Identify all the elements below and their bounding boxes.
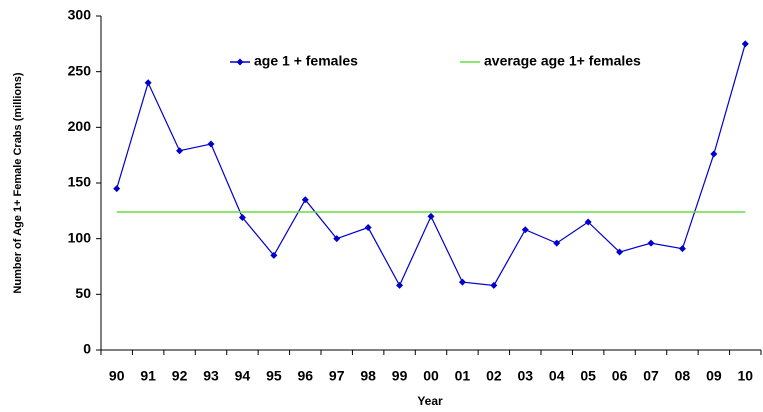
y-tick-label: 150 [68,174,92,190]
y-tick-label: 0 [83,341,91,357]
legend-marker [236,58,244,66]
y-tick-label: 200 [68,118,92,134]
data-point [207,140,215,148]
y-tick-label: 300 [68,7,92,23]
data-point [396,281,404,289]
data-point [458,278,466,286]
x-tick-label: 95 [266,368,282,384]
x-tick-label: 96 [297,368,313,384]
data-point [647,239,655,247]
y-tick-label: 250 [68,62,92,78]
x-tick-label: 92 [172,368,188,384]
data-point [364,224,372,232]
x-tick-label: 01 [455,368,471,384]
x-tick-label: 07 [643,368,659,384]
data-point [270,251,278,259]
y-axis-title: Number of Age 1+ Female Crabs (millions) [12,72,24,294]
data-point [553,239,561,247]
x-tick-label: 94 [235,368,251,384]
data-point [176,147,184,155]
x-tick-label: 91 [140,368,156,384]
x-tick-label: 98 [360,368,376,384]
data-point [584,218,592,226]
x-tick-label: 09 [706,368,722,384]
x-axis-title: Year [417,394,443,408]
data-point [427,212,435,220]
x-tick-label: 99 [392,368,408,384]
data-point [710,150,718,158]
x-tick-label: 02 [486,368,502,384]
x-tick-label: 03 [517,368,533,384]
x-tick-label: 05 [580,368,596,384]
data-point [490,281,498,289]
x-tick-label: 97 [329,368,345,384]
y-tick-label: 100 [68,229,92,245]
data-point [301,196,309,204]
x-tick-label: 04 [549,368,565,384]
data-point [741,40,749,48]
series-line [116,43,746,287]
x-tick-label: 06 [612,368,628,384]
legend-label: average age 1+ females [484,53,641,69]
x-tick-label: 10 [737,368,753,384]
x-tick-label: 00 [423,368,439,384]
data-point [333,235,341,243]
x-tick-label: 90 [109,368,125,384]
y-tick-label: 50 [75,285,91,301]
data-point [521,226,529,234]
data-point [144,79,152,87]
data-point [238,214,246,222]
x-tick-label: 08 [675,368,691,384]
x-tick-label: 93 [203,368,219,384]
data-point [113,185,121,193]
data-point [678,245,686,253]
legend-label: age 1 + females [254,53,358,69]
data-point [616,248,624,256]
